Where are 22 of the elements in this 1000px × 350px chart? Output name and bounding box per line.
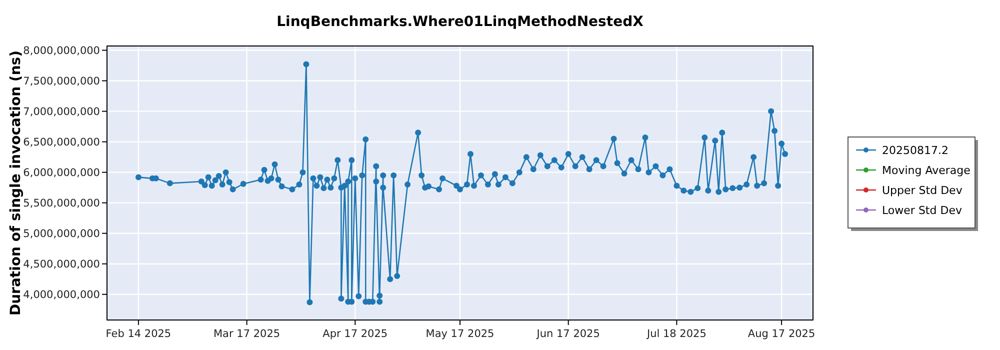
y-tick-label: 8,000,000,000 xyxy=(23,44,100,57)
y-tick-label: 5,500,000,000 xyxy=(23,198,100,210)
y-tick-label: 4,500,000,000 xyxy=(23,258,100,271)
legend-label: 20250817.2 xyxy=(882,144,948,157)
legend-label: Upper Std Dev xyxy=(882,184,963,197)
x-tick-label: Mar 17 2025 xyxy=(214,328,280,340)
legend-label: Lower Std Dev xyxy=(882,204,962,217)
x-tick-label: Jun 17 2025 xyxy=(536,328,600,340)
x-tick-label: Apr 17 2025 xyxy=(322,328,388,340)
x-tick-label: Jul 18 2025 xyxy=(646,328,706,340)
y-tick-label: 7,500,000,000 xyxy=(23,75,100,88)
y-tick-label: 7,000,000,000 xyxy=(23,106,100,118)
x-tick-label: May 17 2025 xyxy=(426,328,494,340)
y-axis-title: Duration of single invocation (ns) xyxy=(8,50,24,316)
y-tick-label: 4,000,000,000 xyxy=(23,289,100,302)
x-tick-label: Feb 14 2025 xyxy=(106,328,172,340)
legend-label: Moving Average xyxy=(882,164,971,177)
chart-title: LinqBenchmarks.Where01LinqMethodNestedX xyxy=(276,14,644,30)
y-tick-label: 6,500,000,000 xyxy=(23,136,100,148)
y-tick-label: 5,000,000,000 xyxy=(23,228,100,240)
x-tick-label: Aug 17 2025 xyxy=(748,328,816,340)
y-tick-label: 6,000,000,000 xyxy=(23,166,100,179)
